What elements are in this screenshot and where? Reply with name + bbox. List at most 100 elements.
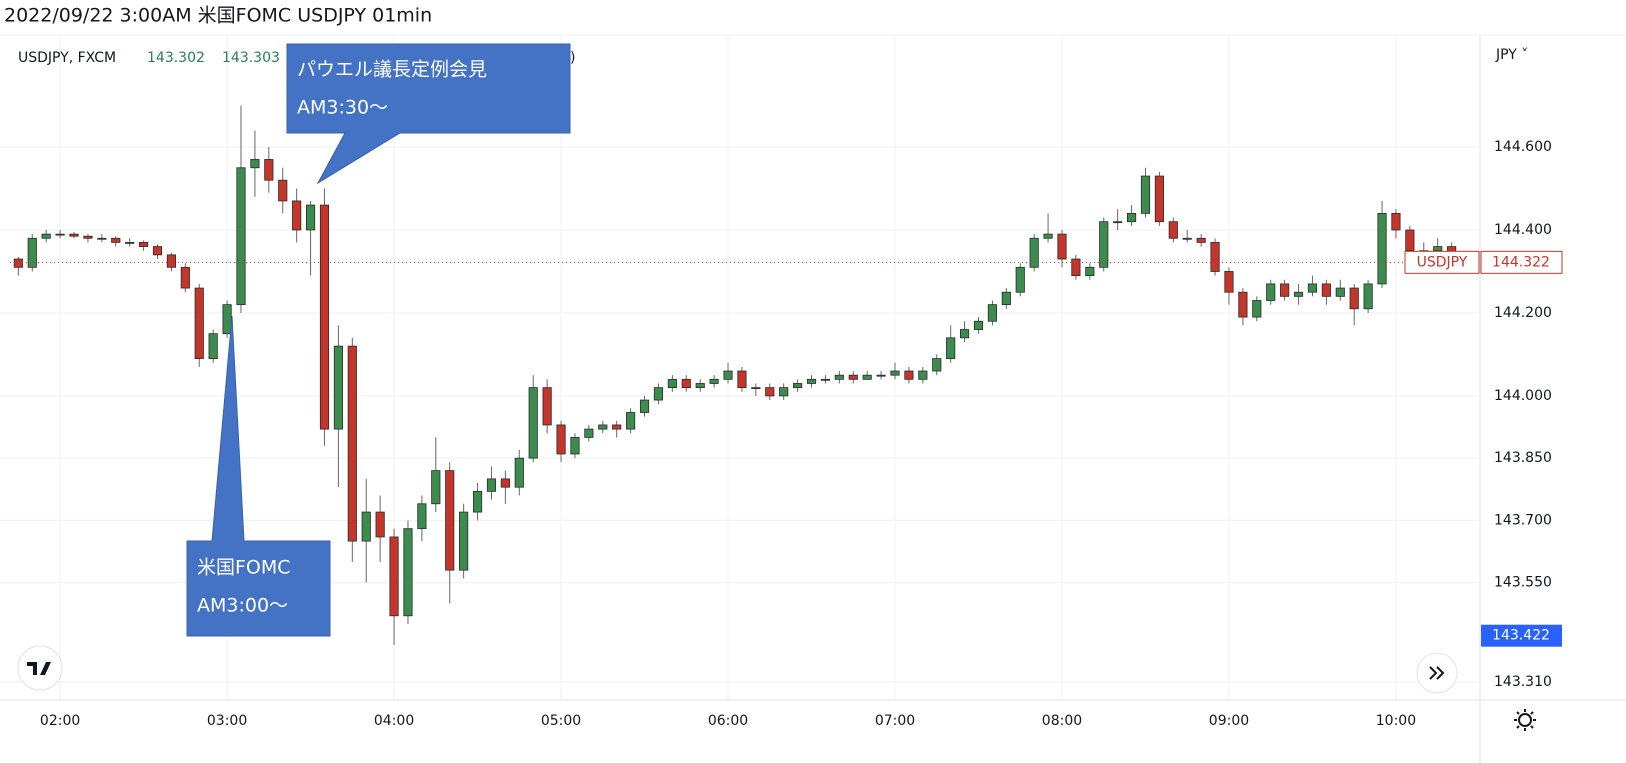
candle-body [723,370,733,380]
candle-body [125,242,135,244]
y-tick-label: 143.310 [1494,674,1552,690]
candle-body [208,333,218,359]
candle-body [250,159,260,169]
candle-body [1280,283,1290,297]
candle-body [27,237,37,268]
scroll-icon [1429,666,1445,680]
candle-body [695,383,705,389]
candle-body [97,237,107,240]
candle-body [292,200,302,231]
candle-body [890,370,900,376]
logo[interactable] [17,645,63,691]
candle-body [278,179,288,202]
candle-body [1085,266,1095,277]
candle-body [542,387,552,426]
candle-body [626,412,636,430]
candle-body [472,490,483,513]
candle-body [1057,233,1067,260]
y-tick-label: 143.550 [1494,575,1552,591]
candle-body [765,387,775,397]
candle-body [375,511,385,538]
y-tick-label: 143.850 [1494,450,1552,466]
candle-body [1266,283,1276,301]
x-tick-label: 08:00 [1042,713,1082,729]
x-tick-label: 02:00 [40,713,80,729]
y-tick-label: 144.200 [1494,305,1552,321]
candle-body [486,478,497,492]
candle-body [236,167,246,306]
x-tick-label: 04:00 [374,713,414,729]
candle-body [152,246,163,256]
header-value: 143.303 [222,50,280,66]
candle-body [751,387,761,390]
candle-body [333,345,343,430]
candle-body [1015,266,1025,293]
candle-body [612,424,622,430]
candle-body [111,237,121,243]
candle-body [264,159,274,181]
candle-body [1391,212,1401,231]
candle-body [667,378,677,389]
candle-body [13,258,23,268]
candle-body [904,370,914,380]
candle-body [431,470,441,505]
candle-body [139,242,149,247]
candle-body [793,383,803,389]
candle-body [41,233,51,239]
last-price-label: 144.322 [1492,254,1550,270]
candle-body [1321,283,1331,297]
candle-body [737,370,747,389]
candle-body [1140,175,1151,214]
candle-body [69,233,79,237]
marked-price-label: 143.422 [1492,628,1550,644]
candle-body [848,374,858,380]
candle-body [639,399,650,413]
candle-body [445,470,455,571]
x-tick-label: 06:00 [708,713,748,729]
last-price-box [1480,250,1563,274]
logo-mark [27,662,51,675]
candle-body [1349,287,1359,310]
candle-body [1099,221,1109,268]
candle-body [1238,291,1248,318]
candle-body [681,378,691,389]
candle-body [960,329,970,339]
x-tick-label: 07:00 [875,713,915,729]
chart-title: 2022/09/22 3:00AM 米国FOMC USDJPY 01min [4,5,432,27]
candle-body [918,370,928,380]
candle-body [1433,246,1443,252]
candle-body [528,387,538,459]
marked-price-box [1481,624,1562,647]
candle-body [1252,300,1262,318]
candle-body [417,503,427,530]
candle-body [1363,283,1373,310]
x-tick-label: 03:00 [207,713,247,729]
currency: JPY ˅ [1495,47,1528,63]
candle-body [319,204,330,430]
candle-body [180,266,190,289]
candle-body [1210,242,1220,272]
candle-body [1224,271,1234,293]
candle-body [653,387,664,401]
candle-body [1377,212,1387,285]
candle-body [1196,237,1206,243]
candle-body [55,233,65,236]
candle-body [389,536,399,617]
annotation-text: AM3:30～ [297,97,388,119]
candle-body [83,235,93,239]
candle-body [862,374,872,380]
candle-body [834,374,844,380]
candle-body [514,457,524,488]
candle-body [166,254,176,268]
candle-body [1307,283,1318,293]
candle-body [1113,221,1123,224]
symbol-tag-box [1404,250,1480,274]
y-tick-label: 144.600 [1494,139,1552,155]
settings[interactable] [1518,713,1532,727]
candle-body [361,511,371,542]
candle-body [806,378,817,384]
y-tick-label: 143.700 [1494,512,1552,528]
candle-body [820,378,831,381]
symbol: USDJPY, FXCM [18,50,116,66]
annotation-text: AM3:00～ [197,595,288,617]
